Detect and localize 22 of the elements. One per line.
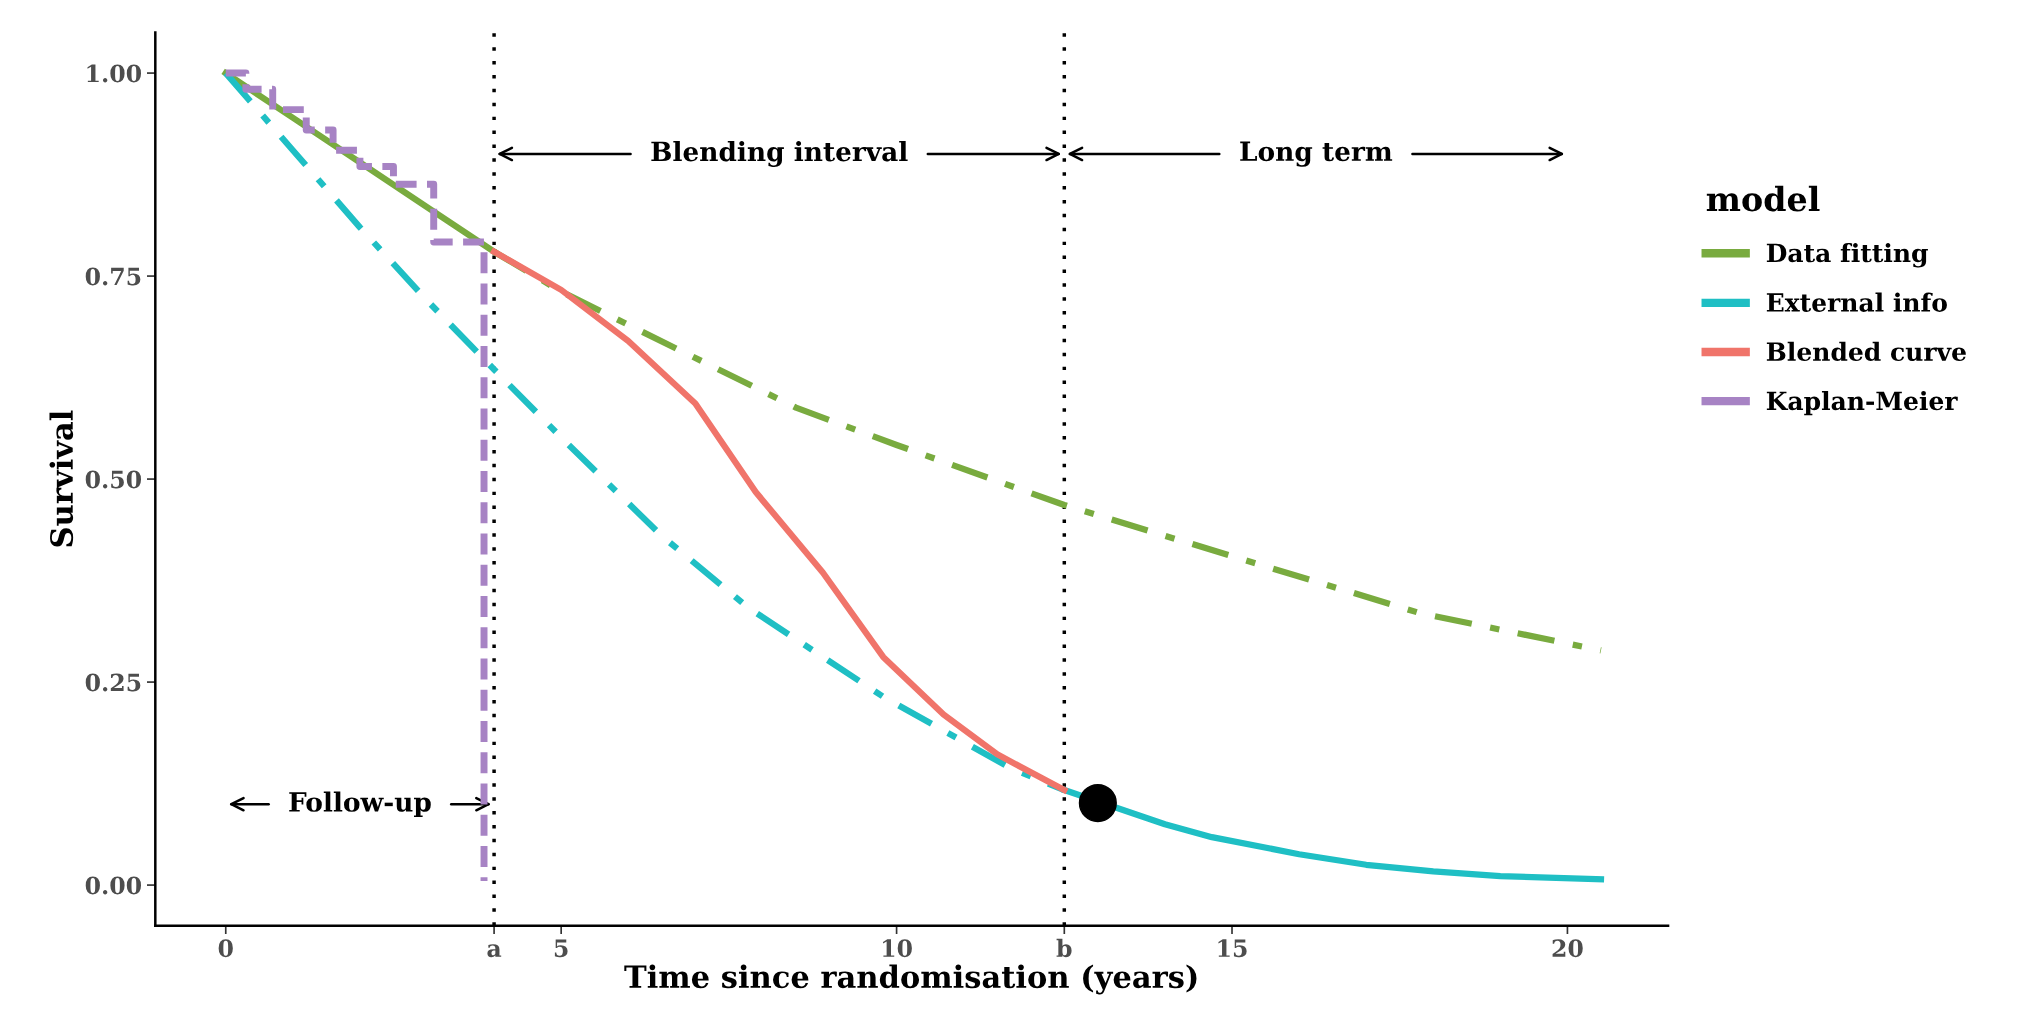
y-tick-label: 0.00 — [85, 876, 142, 895]
legend-label: Blended curve — [1766, 341, 1966, 362]
x-axis-title: Time since randomisation (years) — [624, 964, 1197, 995]
legend-title: model — [1706, 185, 1820, 212]
y-tick-label: 1.00 — [87, 64, 142, 83]
annotation: Blending interval — [651, 141, 908, 167]
x-tick-label: 20 — [1552, 939, 1583, 958]
legend-label: Kaplan-Meier — [1766, 390, 1958, 416]
x-tick-label: 5 — [554, 939, 568, 958]
legend-label: Data fitting — [1766, 243, 1928, 268]
y-tick-label: 0.25 — [85, 673, 141, 692]
legend-label: External info — [1766, 292, 1947, 312]
y-tick-label: 0.75 — [85, 267, 141, 286]
x-tick-label: 0 — [218, 939, 233, 958]
y-axis-title: Survival — [49, 410, 74, 547]
x-tick-label: a — [487, 944, 502, 958]
y-tick-label: 0.50 — [85, 470, 142, 489]
annotation: Follow-up — [289, 791, 431, 817]
annotation: Long term — [1240, 141, 1393, 167]
x-tick-label: 15 — [1218, 939, 1247, 958]
x-tick-label: 10 — [883, 939, 912, 958]
x-tick-label: b — [1056, 938, 1072, 958]
